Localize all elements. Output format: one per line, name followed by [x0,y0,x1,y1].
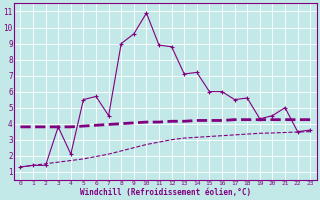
X-axis label: Windchill (Refroidissement éolien,°C): Windchill (Refroidissement éolien,°C) [80,188,251,197]
